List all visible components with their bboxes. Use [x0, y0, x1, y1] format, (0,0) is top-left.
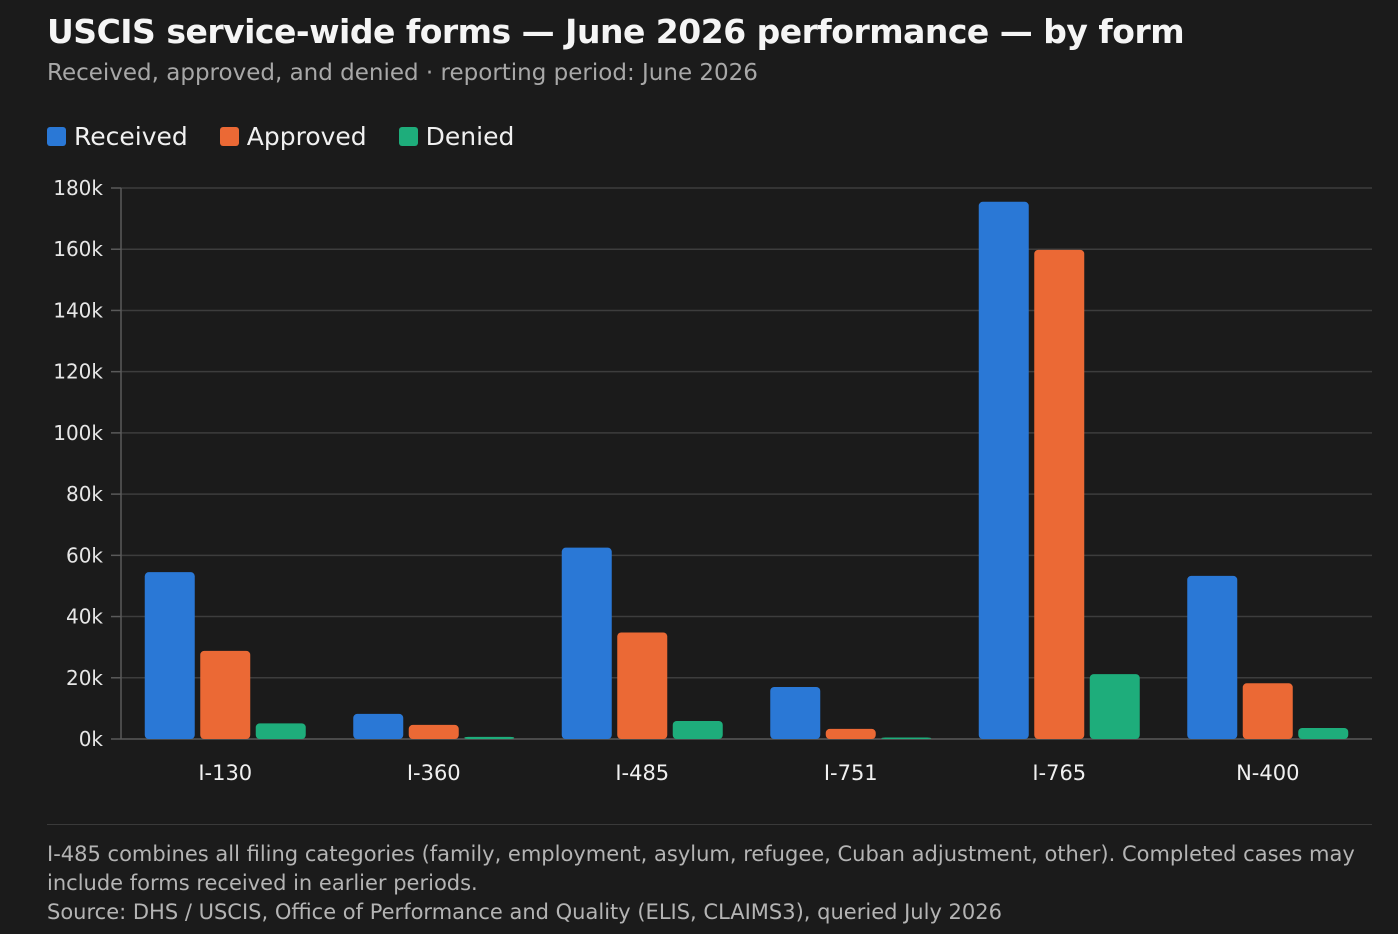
legend-label-received: Received	[74, 122, 188, 151]
legend-label-approved: Approved	[246, 122, 367, 151]
x-tick-label: I-130	[198, 761, 252, 785]
bar-approved	[408, 724, 459, 739]
bar-denied	[255, 723, 306, 739]
y-tick-label: 160k	[53, 237, 103, 261]
bar-approved	[1034, 249, 1085, 739]
y-tick-label: 80k	[66, 482, 103, 506]
y-tick-label: 40k	[66, 605, 103, 629]
bar-approved	[200, 650, 251, 739]
bar-chart: 0k 20k 40k 60k 80k 100k 120k 140k 160k 180k I-130 I…	[53, 176, 1372, 785]
bar-denied	[672, 720, 723, 739]
footer-divider	[47, 824, 1372, 825]
x-tick-label: I-360	[407, 761, 461, 785]
chart-source: Source: DHS / USCIS, Office of Performan…	[47, 900, 1002, 924]
legend-label-denied: Denied	[425, 122, 515, 151]
legend-item-approved: Approved	[219, 122, 367, 151]
bar-received	[978, 201, 1029, 739]
legend-item-denied: Denied	[398, 122, 515, 151]
legend-swatch-denied	[398, 127, 418, 146]
bar-received	[144, 572, 195, 739]
bar-denied	[1298, 727, 1349, 739]
y-tick-label: 140k	[53, 298, 103, 322]
legend-item-received: Received	[47, 122, 188, 151]
bar-approved	[1242, 683, 1293, 739]
y-tick-label: 20k	[66, 666, 103, 690]
chart-legend: Received Approved Denied	[47, 122, 514, 151]
x-tick-label: I-765	[1032, 761, 1086, 785]
legend-swatch-received	[47, 127, 66, 146]
x-tick-label: I-751	[824, 761, 878, 785]
bar-denied	[881, 737, 932, 739]
bar-received	[1187, 575, 1238, 739]
bar-received	[770, 686, 821, 739]
x-tick-label: N-400	[1236, 761, 1299, 785]
chart-footnote: I-485 combines all filing categories (fa…	[47, 842, 1355, 895]
bar-approved	[617, 632, 668, 739]
bar-approved	[825, 728, 876, 739]
bar-denied	[464, 736, 515, 739]
x-tick-label: I-485	[615, 761, 669, 785]
bar-received	[353, 713, 404, 739]
y-tick-label: 0k	[79, 727, 104, 751]
y-tick-label: 100k	[53, 421, 103, 445]
chart-subtitle: Received, approved, and denied · reporti…	[47, 60, 758, 86]
y-tick-label: 60k	[66, 543, 103, 567]
bar-received	[561, 547, 612, 739]
chart-title: USCIS service-wide forms — June 2026 per…	[47, 12, 1185, 51]
legend-swatch-approved	[219, 127, 239, 146]
bar-denied	[1089, 674, 1140, 739]
y-tick-label: 120k	[53, 360, 103, 384]
y-tick-label: 180k	[53, 176, 103, 200]
